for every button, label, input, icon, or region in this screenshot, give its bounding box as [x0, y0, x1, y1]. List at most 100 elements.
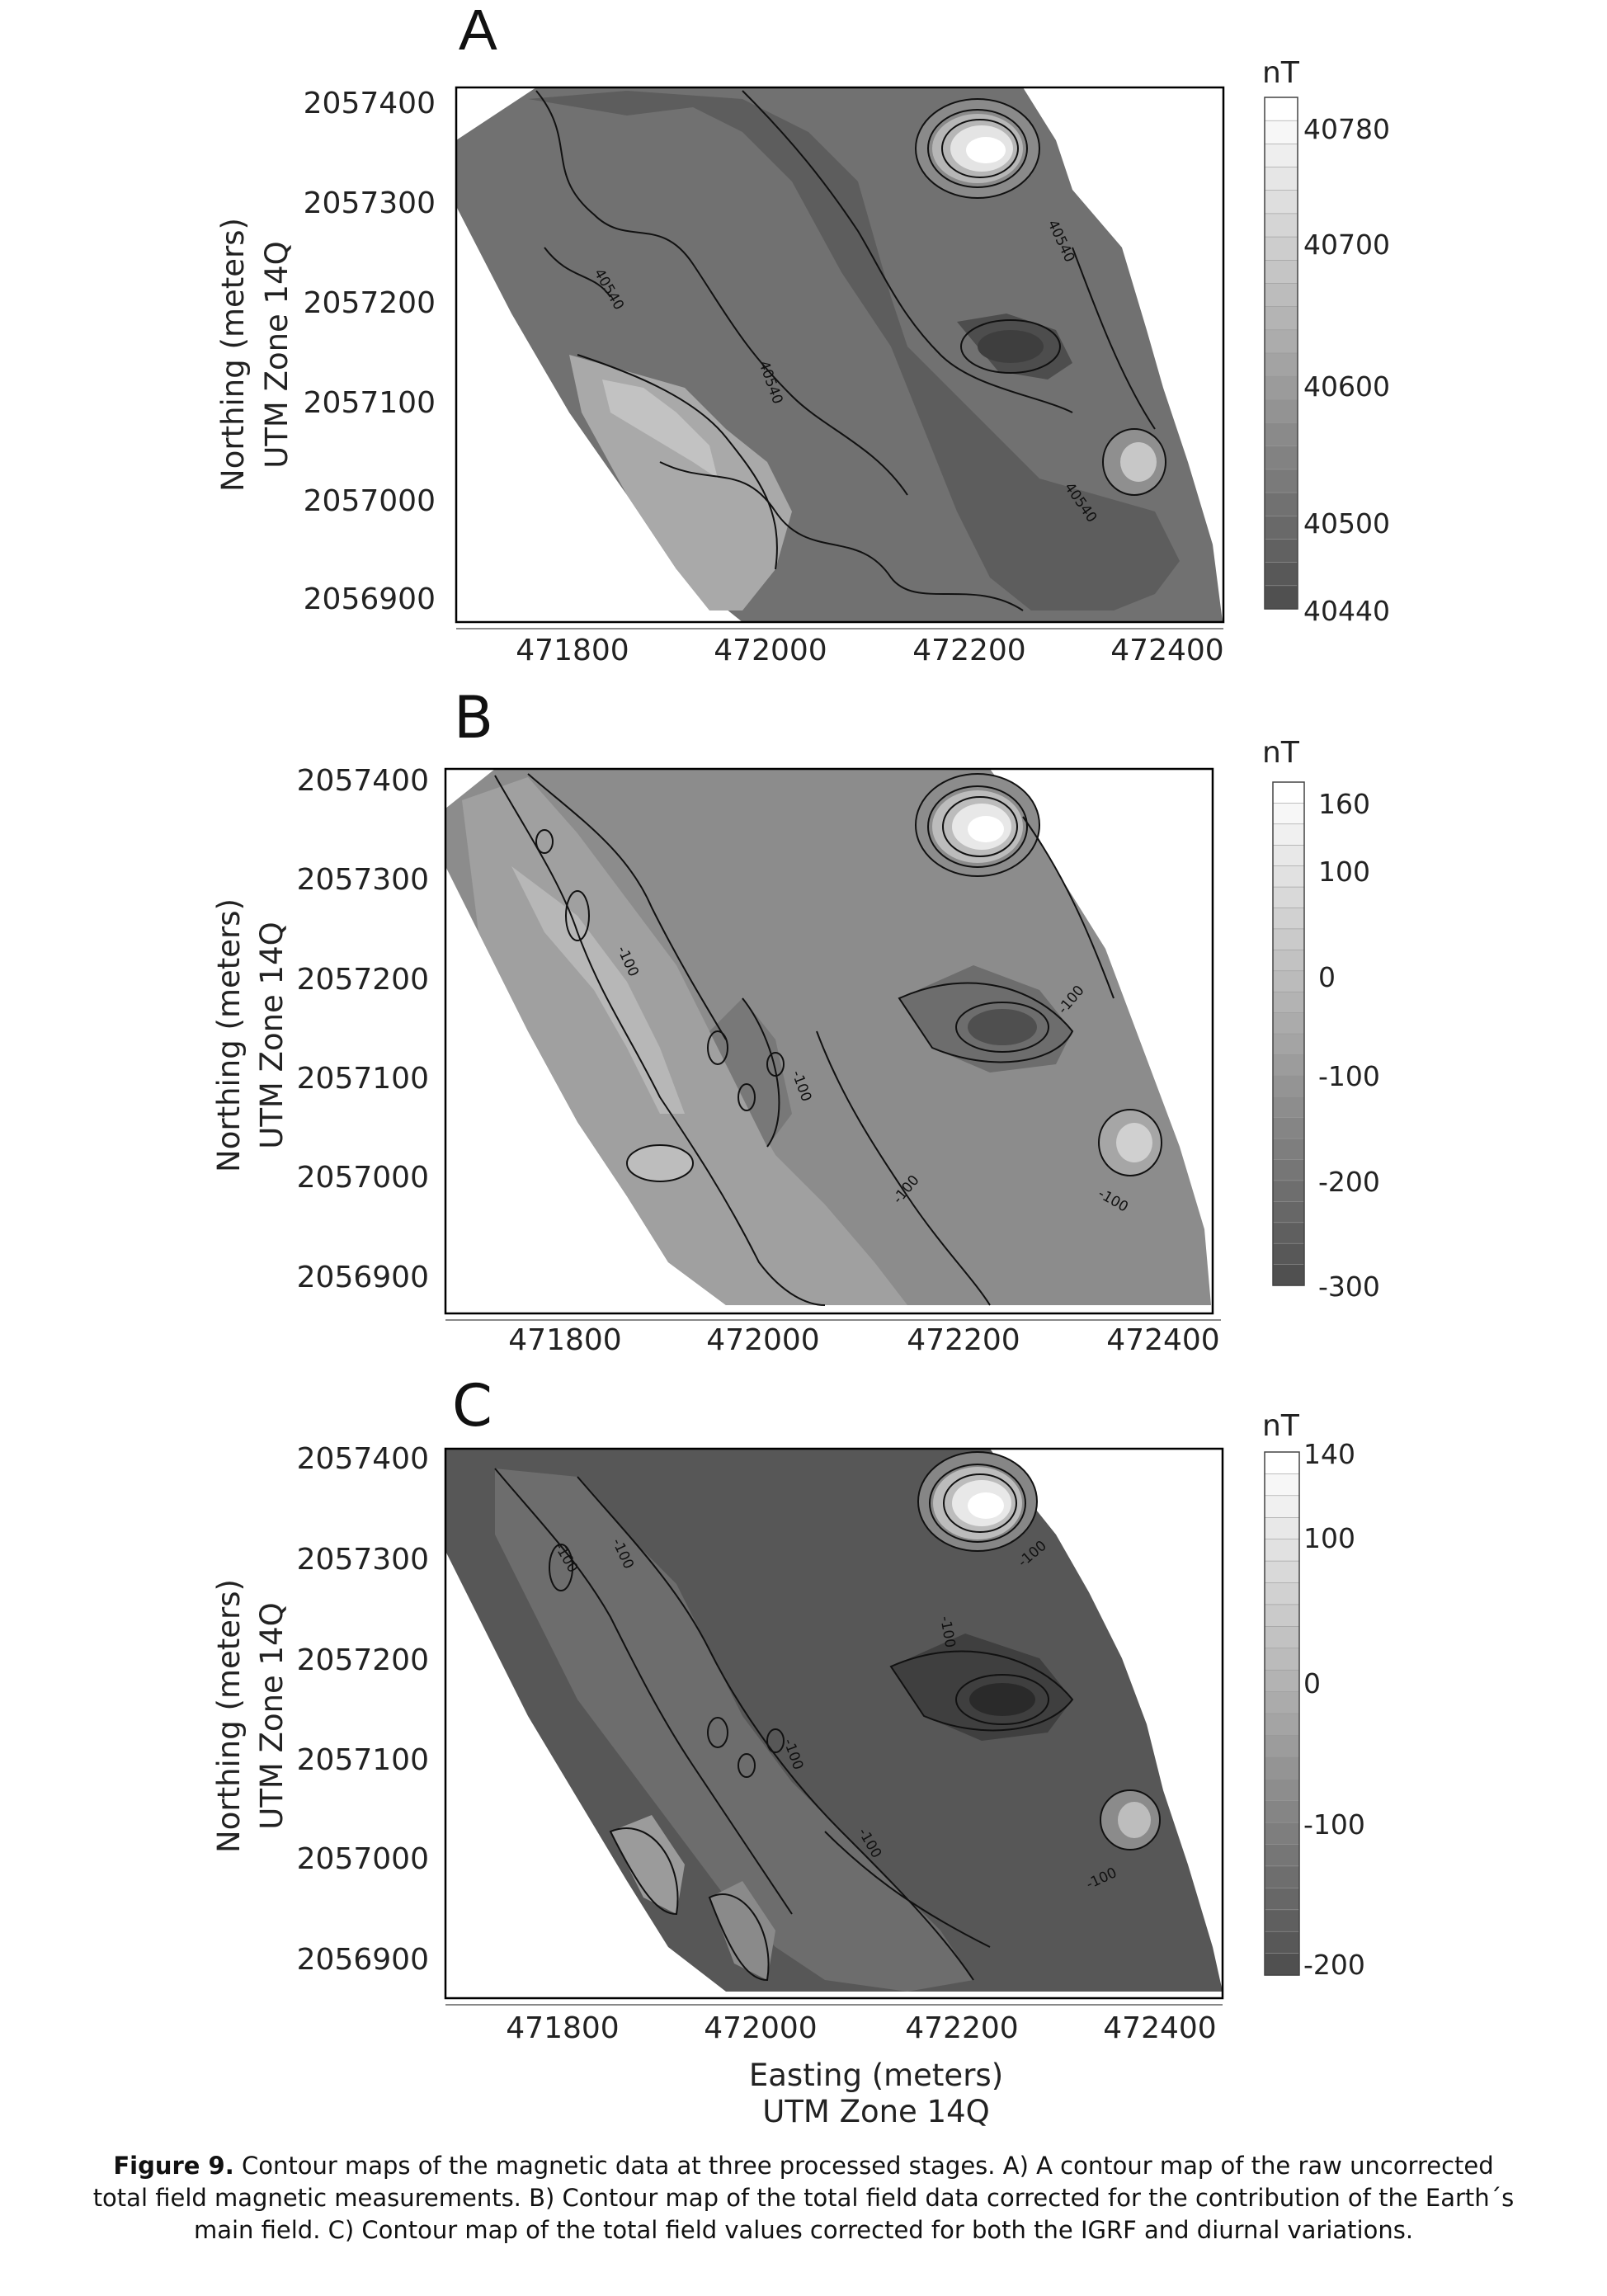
colorbar-step [1264, 1713, 1300, 1737]
colorbar-step [1264, 1822, 1300, 1846]
colorbar-step [1264, 329, 1298, 354]
colorbar-tick-label: 40600 [1303, 370, 1390, 403]
colorbar-step [1264, 585, 1298, 610]
y-tick-label: 2056900 [297, 1943, 429, 1977]
y-tick-label: 2057200 [297, 963, 429, 997]
panel-c: C -10 [0, 1370, 1607, 2153]
x-tick-label: 471800 [506, 2011, 619, 2045]
x-tick-label: 472400 [1103, 2011, 1216, 2045]
colorbar-step [1264, 167, 1298, 191]
colorbar-step [1272, 1180, 1305, 1203]
colorbar-step [1272, 803, 1305, 825]
x-tick-label: 471800 [516, 634, 629, 667]
colorbar-step [1272, 1242, 1305, 1266]
colorbar-unit: nT [1262, 1409, 1300, 1443]
y-axis-label: UTM Zone 14Q [254, 1602, 290, 1830]
colorbar-step [1264, 259, 1298, 285]
panel-b: B [0, 685, 1607, 1370]
colorbar-step [1272, 845, 1305, 867]
colorbar-step [1264, 1953, 1300, 1976]
y-axis-label: UTM Zone 14Q [259, 241, 295, 469]
colorbar-tick-label: 40780 [1303, 113, 1390, 145]
x-tick-label: 472400 [1110, 634, 1223, 667]
colorbar-step [1264, 190, 1298, 215]
colorbar-step [1264, 562, 1298, 587]
colorbar-step [1272, 1200, 1305, 1223]
colorbar-step [1264, 1778, 1300, 1802]
figure-caption: Figure 9. Contour maps of the magnetic d… [0, 2150, 1607, 2246]
x-axis: 471800 472000 472200 472400 [456, 628, 1224, 667]
colorbar-tick-label: -200 [1318, 1166, 1380, 1198]
y-tick-label: 2057200 [297, 1643, 429, 1677]
colorbar-step [1272, 781, 1305, 804]
x-axis-label: Easting (meters) [749, 2058, 1003, 2093]
panel-letter: B [454, 685, 493, 752]
x-tick-label: 472000 [704, 2011, 817, 2045]
y-tick-label: 2057300 [304, 186, 436, 220]
colorbar-step [1264, 1648, 1300, 1671]
caption-text: Contour maps of the magnetic data at thr… [233, 2152, 1494, 2180]
colorbar-step [1272, 823, 1305, 846]
y-tick-label: 2057200 [304, 286, 436, 320]
colorbar-step [1264, 1669, 1300, 1693]
colorbar-step [1272, 865, 1305, 888]
colorbar-step [1264, 1473, 1300, 1497]
colorbar-step [1264, 1560, 1300, 1584]
x-tick-label: 472000 [706, 1323, 819, 1357]
caption-line: Figure 9. Contour maps of the magnetic d… [0, 2150, 1607, 2182]
colorbar-tick-label: 0 [1318, 961, 1336, 993]
colorbar-step [1272, 1096, 1305, 1119]
colorbar-step [1264, 352, 1298, 378]
x-tick-label: 472000 [714, 634, 827, 667]
colorbar-step [1272, 1222, 1305, 1244]
colorbar-step [1264, 492, 1298, 517]
colorbar-step [1264, 515, 1298, 540]
x-axis: 471800 472000 472200 472400 [445, 1319, 1221, 1357]
colorbar: nT 160 100 0 -100 -200 -300 [1262, 736, 1380, 1303]
caption-text: total field magnetic measurements. B) Co… [92, 2184, 1515, 2212]
colorbar-step [1264, 1800, 1300, 1823]
colorbar-step [1264, 1931, 1300, 1954]
colorbar-tick-label: 140 [1303, 1438, 1355, 1470]
colorbar-step [1272, 949, 1305, 972]
colorbar: nT 140 100 0 -100 -200 [1262, 1409, 1365, 1981]
y-tick-label: 2057100 [297, 1743, 429, 1777]
panel-letter: C [452, 1372, 492, 1440]
colorbar-tick-label: 40440 [1303, 595, 1390, 627]
y-tick-label: 2057400 [297, 764, 429, 798]
colorbar-step [1272, 908, 1305, 930]
panel-letter: A [459, 0, 497, 62]
colorbar-step [1272, 1264, 1305, 1286]
colorbar: nT 40780 40700 40600 40500 40440 [1262, 56, 1390, 627]
colorbar-step [1264, 1887, 1300, 1911]
colorbar-step [1264, 1451, 1300, 1475]
colorbar-step [1264, 469, 1298, 493]
colorbar-step [1264, 144, 1298, 168]
colorbar-tick-label: 100 [1318, 856, 1370, 888]
x-tick-label: 471800 [508, 1323, 621, 1357]
colorbar-step [1264, 539, 1298, 563]
colorbar-step [1264, 236, 1298, 262]
colorbar-step [1272, 1075, 1305, 1097]
colorbar-step [1264, 446, 1298, 470]
panel-a: A 40540 [0, 0, 1607, 685]
colorbar-step [1264, 1844, 1300, 1867]
colorbar-step [1264, 306, 1298, 331]
colorbar-step [1272, 1033, 1305, 1056]
colorbar-step [1264, 1582, 1300, 1605]
contour-map: 40540 40540 40540 40540 [455, 86, 1225, 624]
colorbar-step [1272, 970, 1305, 992]
y-axis: 2057400 2057300 2057200 2057100 2057000 … [304, 87, 436, 616]
colorbar-tick-label: -300 [1318, 1271, 1380, 1303]
x-axis-label: UTM Zone 14Q [762, 2094, 990, 2129]
y-axis-label: UTM Zone 14Q [254, 922, 290, 1149]
colorbar-step [1264, 1865, 1300, 1889]
y-axis: 2057400 2057300 2057200 2057100 2057000 … [297, 764, 429, 1294]
colorbar-step [1272, 1012, 1305, 1035]
colorbar-unit: nT [1262, 56, 1300, 90]
colorbar-step [1264, 422, 1298, 447]
colorbar-step [1272, 928, 1305, 951]
colorbar-step [1264, 399, 1298, 424]
contour-map: -100 -100 -100 -100 -100 [444, 767, 1214, 1315]
y-tick-label: 2057100 [304, 386, 436, 420]
